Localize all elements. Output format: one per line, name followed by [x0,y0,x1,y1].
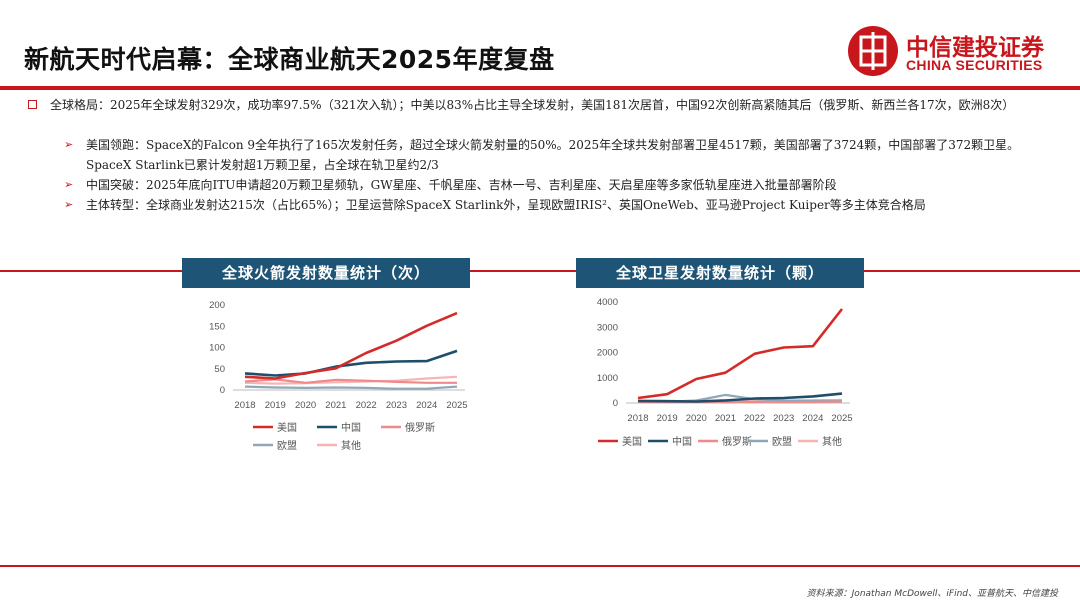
x-tick-label: 2018 [234,400,255,411]
x-tick-label: 2024 [416,400,437,411]
company-logo: 中信建投证券 CHINA SECURITIES [848,26,1068,80]
citic-logo-icon [848,26,898,76]
page-title: 新航天时代启幕：全球商业航天2025年度复盘 [24,45,555,74]
bullet-text: 全球格局：2025年全球发射329次，成功率97.5%（321次入轨）；中美以8… [50,98,1015,112]
logo-english-name: CHINA SECURITIES [906,57,1043,73]
x-tick-label: 2021 [325,400,346,411]
series-line [637,308,844,400]
y-tick-label: 200 [209,300,225,311]
sub-bullet-text: 美国领跑：SpaceX的Falcon 9全年执行了165次发射任务，超过全球火箭… [86,138,1020,172]
y-tick-label: 150 [209,321,225,332]
satellite-launch-chart: 0 1000 2000 3000 4000 2018 2019 2020 2021 2022 202… [597,297,853,448]
section-divider-bottom [0,565,1080,567]
x-tick-label: 2023 [773,413,794,424]
y-tick-label: 100 [209,343,225,354]
square-bullet-icon [28,100,37,109]
legend-label: 其他 [822,435,842,448]
legend-label: 中国 [672,435,692,448]
legend-label: 其他 [341,439,361,452]
y-tick-label: 4000 [597,297,618,308]
y-tick-label: 2000 [597,348,618,359]
x-tick-label: 2024 [802,413,823,424]
x-tick-label: 2025 [446,400,467,411]
x-tick-label: 2025 [831,413,852,424]
x-tick-label: 2022 [744,413,765,424]
series-line [244,349,458,377]
y-tick-label: 3000 [597,322,618,333]
legend-label: 美国 [622,435,642,448]
y-tick-label: 50 [214,364,225,375]
x-tick-label: 2021 [715,413,736,424]
source-note: 资料来源：Jonathan McDowell、iFind、亚普航天、中信建投 [806,589,1058,599]
sub-bullet-us: ➢ 美国领跑：SpaceX的Falcon 9全年执行了165次发射任务，超过全球… [64,135,1054,175]
legend-label: 欧盟 [772,436,792,448]
header-background [0,0,1080,88]
x-tick-label: 2019 [657,413,678,424]
series-line [244,385,458,390]
legend-label: 俄罗斯 [722,435,752,448]
x-tick-label: 2022 [356,400,377,411]
sub-bullet-china: ➢ 中国突破：2025年底向ITU申请超20万颗卫星频轨，GW星座、千帆星座、吉… [64,175,1054,195]
x-tick-label: 2020 [686,413,707,424]
legend-label: 美国 [277,421,297,434]
series-line [637,392,843,403]
arrow-bullet-icon: ➢ [64,198,74,211]
logo-chinese-name: 中信建投证券 [906,34,1044,61]
bullet-global-overview: 全球格局：2025年全球发射329次，成功率97.5%（321次入轨）；中美以8… [28,95,1060,115]
legend-label: 欧盟 [277,440,297,452]
series-line [244,311,458,380]
section-divider-top [0,270,1080,272]
arrow-bullet-icon: ➢ [64,138,74,151]
x-tick-label: 2019 [265,400,286,411]
series-line [244,375,458,385]
sub-bullet-text: 主体转型：全球商业发射达215次（占比65%）；卫星运营除SpaceX Star… [86,198,926,212]
sub-bullet-text: 中国突破：2025年底向ITU申请超20万颗卫星频轨，GW星座、千帆星座、吉林一… [86,178,837,192]
y-tick-label: 0 [613,398,618,409]
sub-bullet-commercial: ➢ 主体转型：全球商业发射达215次（占比65%）；卫星运营除SpaceX St… [64,195,1054,215]
y-tick-label: 1000 [597,373,618,384]
legend-label: 中国 [341,421,361,434]
rocket-launch-chart: 0 50 100 150 200 2018 2019 2020 2021 2022 2023 2024… [209,300,467,452]
title-divider [0,86,1080,90]
arrow-bullet-icon: ➢ [64,178,74,191]
series-line [244,378,457,384]
legend-label: 俄罗斯 [405,421,435,434]
y-tick-label: 0 [220,385,225,396]
x-tick-label: 2023 [386,400,407,411]
x-tick-label: 2020 [295,400,316,411]
chart-title-satellites: 全球卫星发射数量统计（颗） [576,258,864,288]
chart-title-rockets: 全球火箭发射数量统计（次） [182,258,470,288]
x-tick-label: 2018 [627,413,648,424]
